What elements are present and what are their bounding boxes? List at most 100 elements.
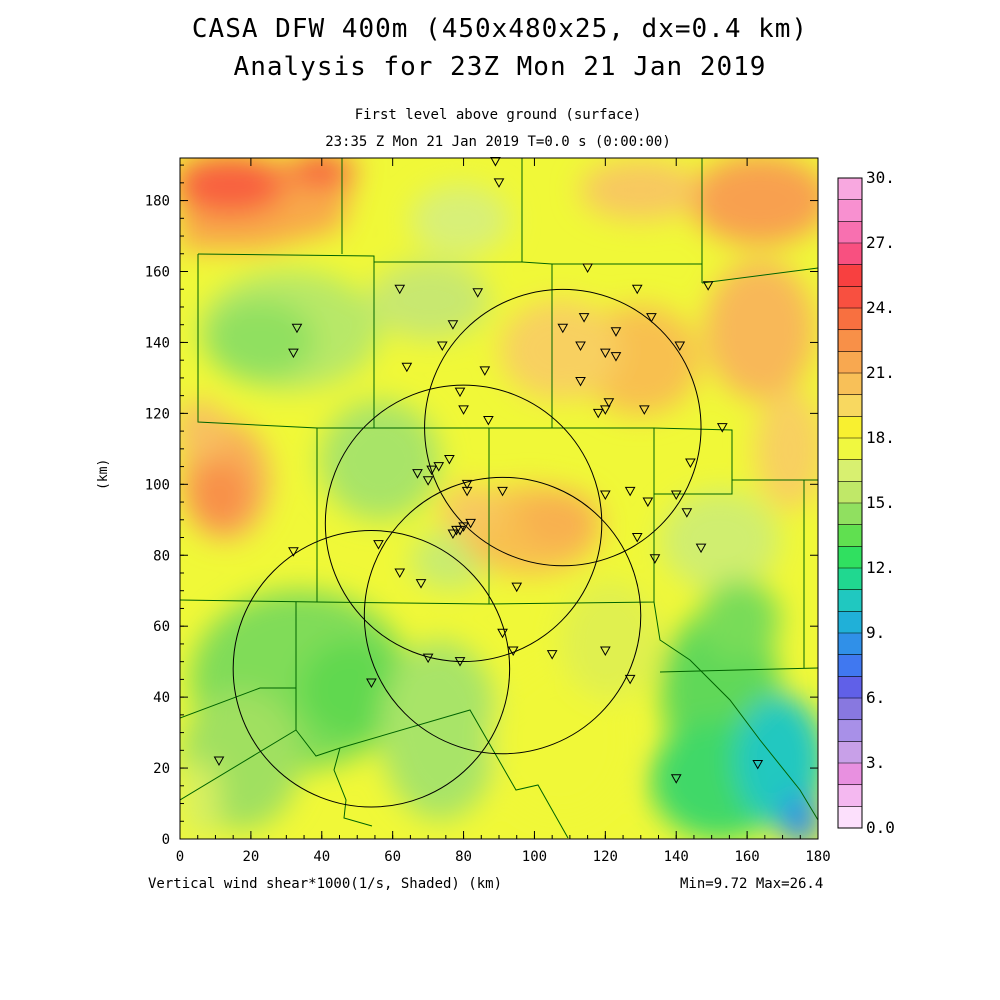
station-marker xyxy=(458,522,469,532)
colorbar-swatch xyxy=(838,373,862,396)
y-tick-label: 20 xyxy=(153,761,170,777)
colorbar-swatch xyxy=(838,286,862,309)
station-marker xyxy=(394,284,406,295)
station-marker xyxy=(422,476,434,486)
radar-ring-1 xyxy=(424,288,702,567)
station-marker xyxy=(436,341,448,352)
station-marker xyxy=(444,454,455,465)
colorbar-swatch xyxy=(838,633,862,656)
colorbar-swatch xyxy=(838,698,862,721)
station-marker xyxy=(599,405,611,415)
colorbar-swatch xyxy=(838,806,862,829)
colorbar-swatch xyxy=(838,503,862,526)
level-label: First level above ground (surface) xyxy=(354,107,642,123)
station-marker xyxy=(288,547,299,557)
station-marker xyxy=(433,462,445,472)
station-marker xyxy=(507,646,519,657)
station-marker xyxy=(454,657,466,667)
colorbar-swatch xyxy=(838,416,862,439)
station-markers xyxy=(213,157,764,784)
x-tick-label: 60 xyxy=(384,849,401,865)
colorbar-swatch xyxy=(838,459,862,482)
colorbar-swatch xyxy=(838,221,862,244)
colorbar-swatch xyxy=(838,524,862,547)
y-tick-label: 100 xyxy=(145,477,170,493)
x-tick-label: 140 xyxy=(664,849,689,865)
colorbar-label: 15. xyxy=(866,493,895,512)
station-marker xyxy=(610,352,622,362)
radar-ring-3 xyxy=(363,476,642,755)
radar-range-rings xyxy=(232,288,702,808)
colorbar-swatch xyxy=(838,719,862,742)
colorbar: 0.0 3. 6. 9. 12. 15. 18. 21. 24. 27. 30. xyxy=(837,168,895,837)
station-marker xyxy=(447,320,459,330)
colorbar-swatch xyxy=(838,763,862,786)
x-tick-label: 0 xyxy=(176,849,184,865)
station-marker xyxy=(483,415,494,426)
y-tick-label: 140 xyxy=(145,335,170,351)
station-marker xyxy=(458,405,469,415)
station-marker xyxy=(426,465,438,476)
colorbar-swatch xyxy=(838,481,862,504)
colorbar-label: 24. xyxy=(866,298,895,317)
station-marker xyxy=(603,398,615,408)
y-tick-label: 40 xyxy=(153,690,170,706)
colorbar-label: 0.0 xyxy=(866,818,895,837)
colorbar-swatch xyxy=(838,264,862,287)
station-marker xyxy=(575,341,586,352)
shear-field xyxy=(180,158,818,839)
colorbar-label: 12. xyxy=(866,558,895,577)
colorbar-swatch xyxy=(838,568,862,591)
x-tick-label: 180 xyxy=(805,849,830,865)
station-marker xyxy=(642,497,654,508)
station-marker xyxy=(681,508,693,518)
x-tick-label: 40 xyxy=(313,849,330,865)
county-boundaries xyxy=(180,158,818,839)
station-marker xyxy=(670,490,682,500)
station-marker xyxy=(454,387,466,398)
station-marker xyxy=(412,469,423,479)
station-marker xyxy=(479,366,491,376)
station-marker xyxy=(695,543,707,554)
colorbar-swatch xyxy=(838,741,862,764)
station-marker xyxy=(373,540,384,550)
colorbar-label: 3. xyxy=(866,753,885,772)
colorbar-swatch xyxy=(838,199,862,222)
x-tick-label: 160 xyxy=(734,849,759,865)
colorbar-swatch xyxy=(838,438,862,461)
station-marker xyxy=(685,458,696,469)
y-tick-label: 80 xyxy=(153,548,170,564)
x-tick-label: 120 xyxy=(593,849,618,865)
figure-title-line-1: CASA DFW 400m (450x480x25, dx=0.4 km) xyxy=(191,14,809,44)
station-marker xyxy=(670,774,682,784)
y-tick-label: 120 xyxy=(145,406,170,422)
station-marker xyxy=(288,348,299,359)
colorbar-label: 21. xyxy=(866,363,895,382)
station-marker xyxy=(461,486,473,497)
field-description: Vertical wind shear*1000(1/s, Shaded) (k… xyxy=(148,876,503,892)
station-marker xyxy=(447,529,459,539)
colorbar-swatch xyxy=(838,611,862,634)
colorbar-label: 9. xyxy=(866,623,885,642)
station-marker xyxy=(599,348,611,359)
station-marker xyxy=(702,281,714,291)
station-marker xyxy=(394,568,406,579)
colorbar-swatch xyxy=(838,784,862,807)
station-marker xyxy=(638,405,650,415)
station-marker xyxy=(674,341,686,352)
colorbar-swatch xyxy=(838,308,862,331)
station-marker xyxy=(624,486,636,497)
station-marker xyxy=(582,263,593,273)
valid-time-label: 23:35 Z Mon 21 Jan 2019 T=0.0 s (0:00:00… xyxy=(325,134,671,150)
station-marker xyxy=(646,313,657,323)
colorbar-swatch xyxy=(838,546,862,569)
station-marker xyxy=(461,479,473,490)
colorbar-label: 18. xyxy=(866,428,895,447)
colorbar-label: 27. xyxy=(866,233,895,252)
station-marker xyxy=(454,525,466,536)
station-marker xyxy=(610,327,622,337)
station-marker xyxy=(213,756,225,766)
y-tick-label: 0 xyxy=(162,832,170,848)
station-marker xyxy=(599,490,611,500)
station-marker xyxy=(493,178,505,188)
